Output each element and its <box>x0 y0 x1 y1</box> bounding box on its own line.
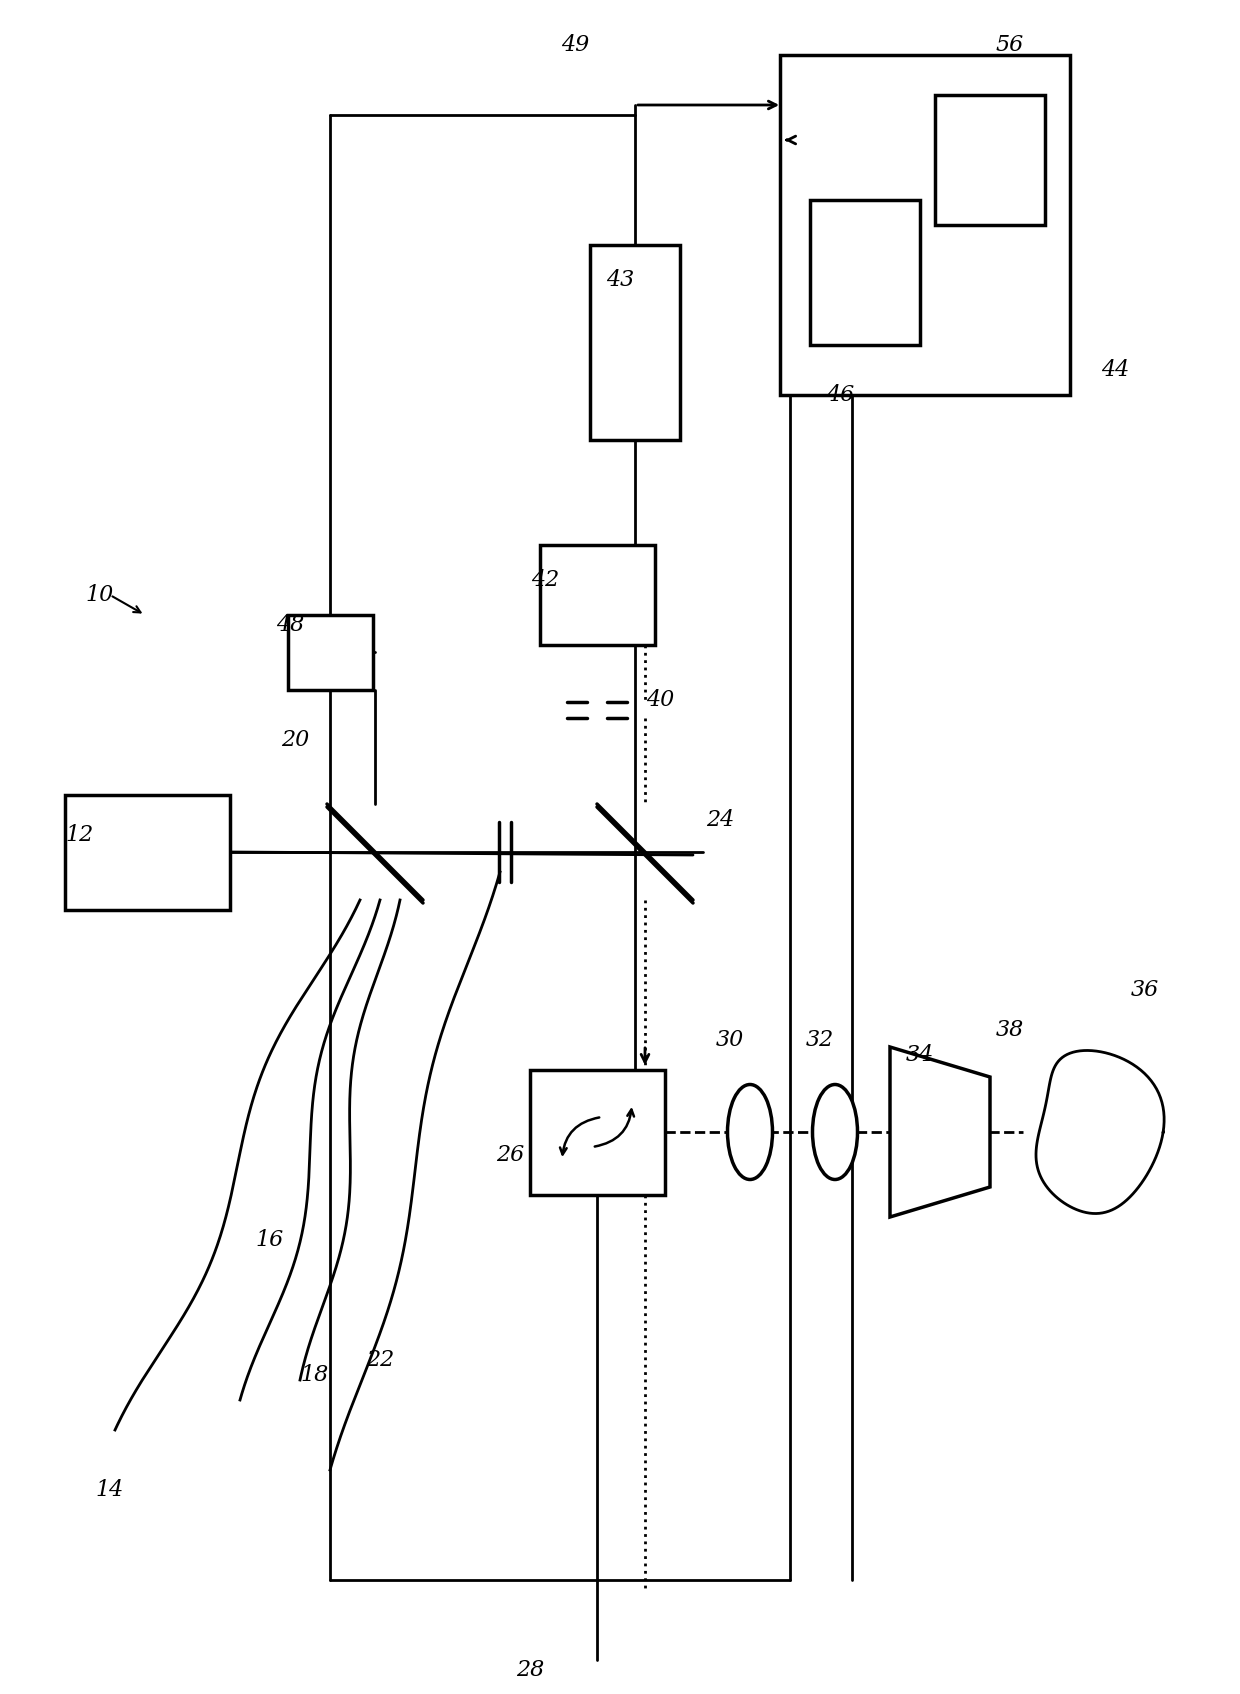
Ellipse shape <box>812 1084 858 1179</box>
Text: 24: 24 <box>706 810 734 832</box>
Text: 28: 28 <box>516 1658 544 1680</box>
Text: 56: 56 <box>996 34 1024 56</box>
Bar <box>529 1071 665 1194</box>
Text: 22: 22 <box>366 1348 394 1370</box>
Bar <box>539 545 655 645</box>
Text: 36: 36 <box>1131 979 1159 1001</box>
Text: 32: 32 <box>806 1028 835 1050</box>
Text: 44: 44 <box>1101 359 1130 381</box>
Text: 14: 14 <box>95 1479 124 1501</box>
Text: 38: 38 <box>996 1020 1024 1042</box>
Bar <box>780 54 1070 395</box>
Bar <box>288 615 373 689</box>
Bar <box>935 95 1045 225</box>
Text: 18: 18 <box>301 1364 329 1386</box>
Text: 30: 30 <box>715 1028 744 1050</box>
Text: 10: 10 <box>86 584 114 606</box>
Text: 48: 48 <box>275 613 304 635</box>
Text: 20: 20 <box>281 728 309 750</box>
Text: 46: 46 <box>826 385 854 407</box>
Text: 26: 26 <box>496 1143 525 1165</box>
Ellipse shape <box>728 1084 773 1179</box>
Bar <box>590 246 680 440</box>
Text: 16: 16 <box>255 1230 284 1250</box>
Text: 49: 49 <box>560 34 589 56</box>
Bar <box>64 794 229 910</box>
Text: 34: 34 <box>906 1044 934 1066</box>
Text: 43: 43 <box>606 269 634 291</box>
Text: 40: 40 <box>646 689 675 711</box>
Text: 12: 12 <box>66 823 94 845</box>
Text: 42: 42 <box>531 569 559 591</box>
Bar <box>810 200 920 346</box>
Polygon shape <box>890 1047 990 1216</box>
